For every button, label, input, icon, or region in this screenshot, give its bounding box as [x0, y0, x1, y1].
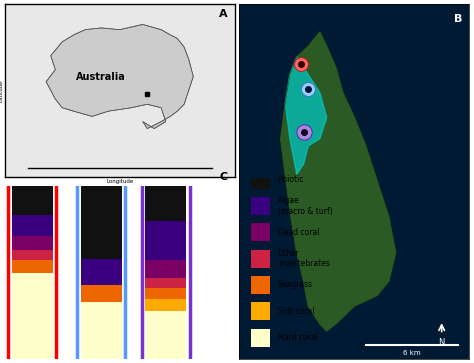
- Text: Other
invertebrates: Other invertebrates: [278, 249, 329, 268]
- FancyBboxPatch shape: [12, 250, 53, 261]
- FancyBboxPatch shape: [81, 302, 122, 359]
- Bar: [251, 197, 270, 215]
- Text: Australia: Australia: [76, 72, 126, 82]
- Text: C: C: [219, 172, 228, 182]
- Y-axis label: Latitude: Latitude: [0, 79, 3, 102]
- Text: 6 km: 6 km: [403, 351, 420, 356]
- FancyBboxPatch shape: [12, 215, 53, 236]
- Text: A: A: [219, 9, 228, 19]
- Bar: [251, 302, 270, 320]
- Text: Hard coral: Hard coral: [278, 333, 318, 342]
- Polygon shape: [285, 57, 327, 174]
- FancyBboxPatch shape: [12, 236, 53, 250]
- FancyBboxPatch shape: [145, 288, 186, 299]
- FancyBboxPatch shape: [145, 311, 186, 359]
- FancyBboxPatch shape: [145, 299, 186, 311]
- FancyBboxPatch shape: [81, 186, 122, 259]
- Text: Seagrass: Seagrass: [278, 281, 313, 289]
- Bar: [251, 223, 270, 241]
- Text: B: B: [454, 14, 462, 24]
- Polygon shape: [46, 24, 193, 129]
- FancyBboxPatch shape: [12, 273, 53, 359]
- X-axis label: Longitude: Longitude: [106, 179, 133, 184]
- Text: Soft coral: Soft coral: [278, 307, 314, 316]
- Bar: [251, 276, 270, 294]
- Bar: [251, 250, 270, 268]
- FancyBboxPatch shape: [81, 259, 122, 285]
- Bar: [251, 329, 270, 347]
- FancyBboxPatch shape: [145, 278, 186, 288]
- Text: Dead coral: Dead coral: [278, 228, 319, 237]
- FancyBboxPatch shape: [81, 285, 122, 302]
- FancyBboxPatch shape: [145, 261, 186, 278]
- FancyBboxPatch shape: [145, 221, 186, 261]
- FancyBboxPatch shape: [12, 186, 53, 215]
- Text: Abiotic: Abiotic: [278, 175, 304, 184]
- Bar: [251, 171, 270, 189]
- Text: Algae
(macro & turf): Algae (macro & turf): [278, 196, 333, 216]
- FancyBboxPatch shape: [12, 261, 53, 273]
- FancyBboxPatch shape: [145, 186, 186, 221]
- Text: N: N: [438, 338, 445, 347]
- Polygon shape: [281, 32, 396, 331]
